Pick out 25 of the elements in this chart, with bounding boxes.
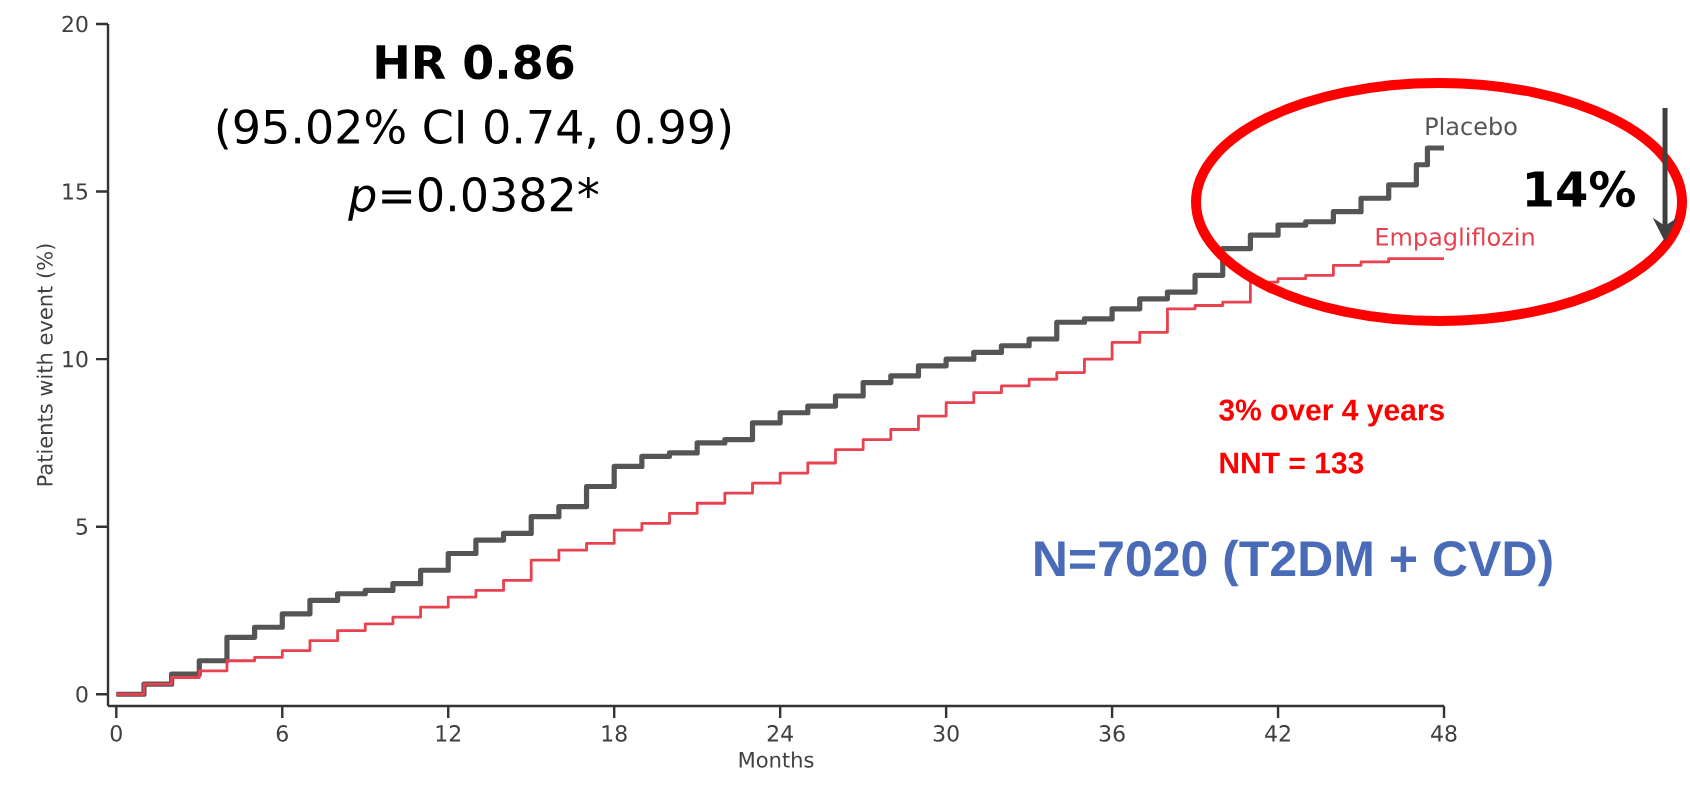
annotation: N=7020 (T2DM + CVD)	[1035, 539, 1552, 587]
y-tick-label: 0	[76, 685, 88, 703]
x-tick-label: 24	[767, 725, 793, 742]
y-tick-label: 15	[63, 183, 88, 200]
text: 14%	[1527, 170, 1635, 208]
series-label: Empagliflozin	[1376, 227, 1534, 251]
annotation: 3% over 4 years	[1219, 399, 1444, 427]
x-tick-label: 30	[933, 725, 959, 742]
x-tick-label: 18	[602, 725, 627, 742]
annotation: HR 0.86	[376, 44, 574, 80]
y-tick-label: 10	[63, 350, 88, 368]
annotation: NNT = 133	[1220, 452, 1364, 474]
y-tick-label: 5	[76, 518, 88, 535]
y-axis-title: Patients with event (%)	[36, 244, 56, 486]
x-tick-label: 6	[276, 725, 288, 742]
x-tick-label: 36	[1099, 725, 1125, 742]
x-tick-label: 42	[1265, 725, 1290, 742]
y-tick-label: 20	[62, 15, 88, 33]
annotation: p=0.0382*	[348, 177, 599, 221]
series-label: Placebo	[1426, 116, 1517, 136]
x-tick-label: 48	[1431, 725, 1457, 742]
annotation: (95.02% CI 0.74, 0.99)	[217, 108, 731, 150]
x-tick-label: 12	[436, 725, 461, 742]
x-tick-label: 0	[110, 725, 122, 742]
x-axis-title: Months	[739, 751, 814, 768]
